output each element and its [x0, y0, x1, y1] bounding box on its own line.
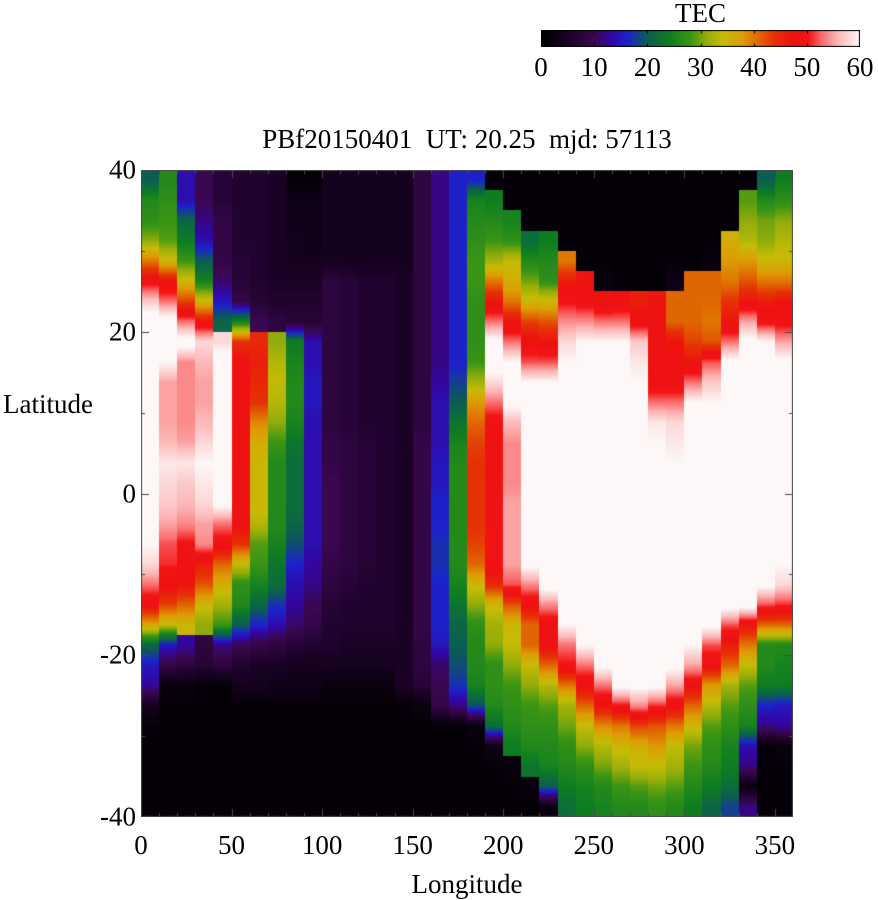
plot-title: PBf20150401 UT: 20.25 mjd: 57113 — [262, 124, 672, 154]
colorbar-gradient — [541, 30, 860, 47]
y-tick-label: -20 — [100, 639, 136, 670]
y-tick-label: -40 — [100, 801, 136, 832]
colorbar-tick-label: 10 — [580, 52, 608, 82]
y-axis-label: Latitude — [3, 389, 93, 419]
y-tick-label: 20 — [109, 316, 136, 347]
colorbar-title: TEC — [675, 0, 726, 28]
colorbar-tick-label: 60 — [846, 52, 874, 82]
x-axis-label: Longitude — [411, 869, 523, 899]
colorbar-tick-label: 0 — [534, 52, 548, 82]
y-tick-label: 40 — [109, 154, 136, 185]
x-tick-label: 100 — [301, 830, 343, 860]
y-tick-label: 0 — [122, 478, 137, 508]
heatmap-plot — [141, 170, 793, 817]
x-tick-label: 200 — [482, 830, 524, 860]
x-tick-label: 300 — [664, 830, 705, 860]
colorbar-tick-label: 50 — [793, 52, 821, 82]
colorbar-tick-label: 20 — [633, 52, 661, 82]
x-tick-label: 150 — [392, 830, 433, 860]
colorbar-tick-label: 30 — [687, 52, 714, 82]
x-tick-label: 50 — [218, 830, 246, 860]
x-tick-label: 350 — [754, 830, 796, 860]
colorbar-tick-label: 40 — [740, 52, 768, 82]
x-tick-label: 0 — [134, 830, 148, 860]
x-tick-label: 250 — [573, 830, 615, 860]
